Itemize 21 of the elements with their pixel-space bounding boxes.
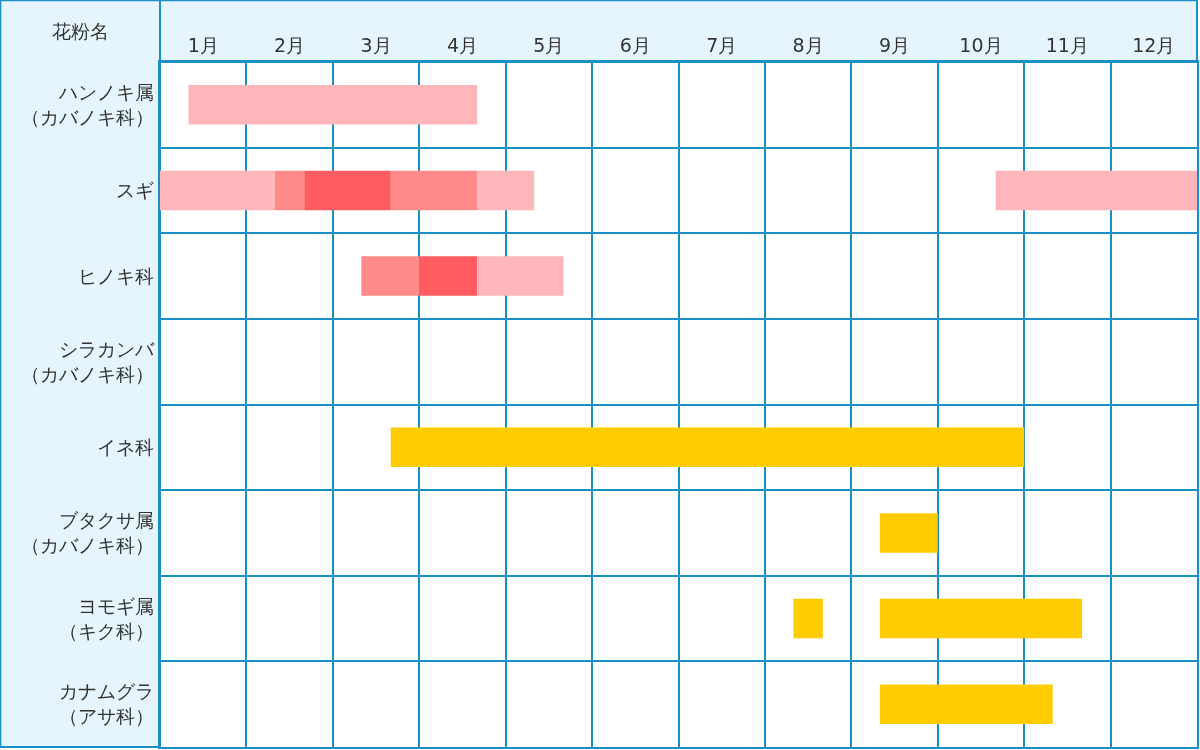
y-axis-title: 花粉名 [52, 20, 109, 42]
x-tick-label: 6月 [619, 34, 651, 57]
x-tick-label: 5月 [533, 34, 565, 57]
y-tick-label: シラカンバ（カバノキ科） [21, 337, 156, 385]
y-tick-label: イネ科 [97, 435, 155, 458]
y-tick-label: ヨモギ属（キク科） [59, 594, 155, 642]
y-tick-label: ハンノキ属（カバノキ科） [21, 81, 155, 128]
x-tick-label: 7月 [706, 34, 738, 57]
y-tick-label: ヒノキ科 [78, 264, 155, 287]
x-tick-label: 10月 [959, 34, 1003, 57]
y-tick-label: カナムグラ（アサ科） [59, 680, 155, 728]
x-tick-label: 8月 [792, 34, 824, 57]
x-tick-label: 9月 [878, 34, 911, 57]
y-tick-label: ブタクサ属（カバノキ科） [21, 509, 155, 556]
x-tick-label: 1月 [187, 34, 219, 57]
y-tick-label: スギ [116, 179, 155, 202]
x-tick-label: 12月 [1132, 34, 1176, 57]
x-tick-label: 3月 [360, 34, 392, 57]
x-tick-label: 4月 [446, 34, 479, 57]
x-tick-label: 11月 [1045, 34, 1089, 57]
x-tick-label: 2月 [274, 34, 306, 57]
